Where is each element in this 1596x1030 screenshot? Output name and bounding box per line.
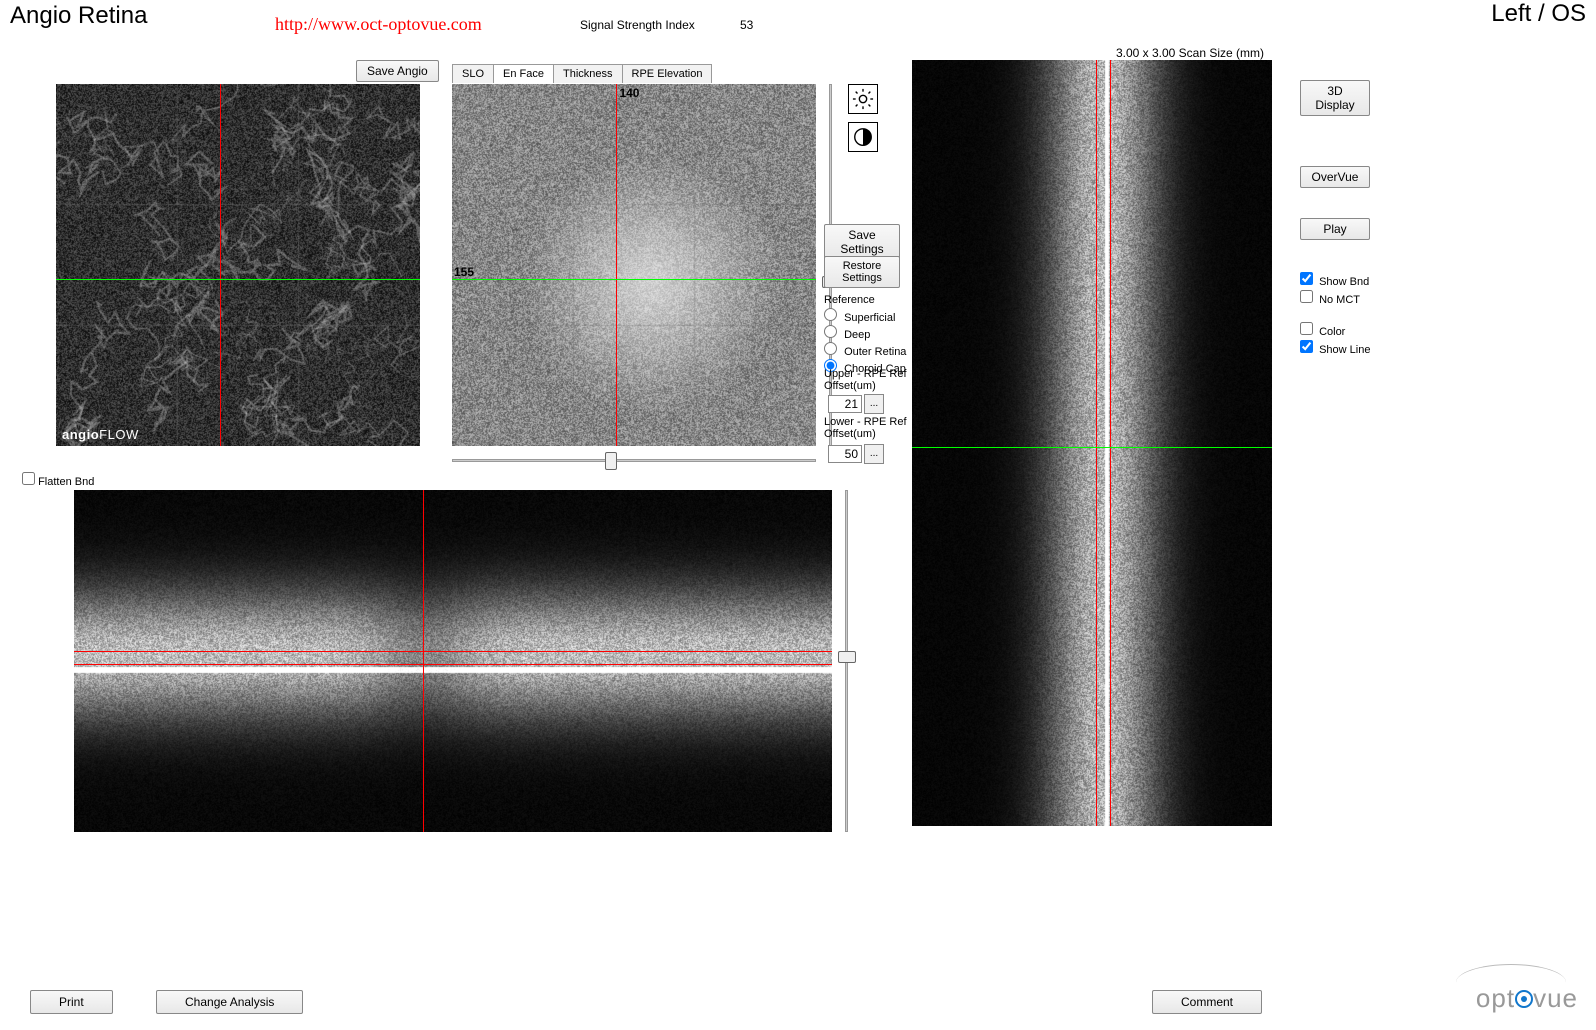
vertical-scan-vline-2: [1110, 60, 1111, 826]
angio-flow-watermark: angioFLOW: [62, 427, 139, 442]
enface-top-value: 140: [619, 86, 639, 100]
reference-group: Reference Superficial Deep Outer Retina …: [824, 294, 924, 376]
vertical-scan-hline: [912, 447, 1272, 448]
angio-flow-image[interactable]: angioFLOW: [56, 84, 420, 446]
lower-offset-input[interactable]: [828, 445, 862, 463]
no-mct-checkbox[interactable]: [1300, 290, 1313, 303]
upper-offset-row: ...: [828, 394, 884, 414]
cross-section-slider[interactable]: [838, 490, 856, 832]
angio-crosshair-horizontal: [56, 279, 420, 280]
enface-left-value: 155: [454, 265, 474, 279]
overvue-button[interactable]: OverVue: [1300, 166, 1370, 188]
cross-section-vline: [423, 490, 424, 832]
page-title: Angio Retina: [10, 2, 147, 30]
angio-crosshair-vertical: [220, 84, 221, 446]
play-button[interactable]: Play: [1300, 218, 1370, 240]
enface-image[interactable]: 140 155: [452, 84, 816, 446]
cross-section-image[interactable]: [74, 490, 832, 832]
reference-option-deep[interactable]: Deep: [824, 325, 924, 341]
enface-crosshair-vertical: [616, 84, 617, 446]
color-row[interactable]: Color: [1300, 322, 1390, 338]
3d-display-button[interactable]: 3D Display: [1300, 80, 1370, 116]
upper-offset-label: Upper - RPE Ref Offset(um): [824, 368, 914, 392]
optovue-logo: optvue: [1476, 983, 1578, 1014]
contrast-icon[interactable]: [848, 122, 878, 152]
lower-offset-more-button[interactable]: ...: [864, 444, 884, 464]
ssi-value: 53: [740, 18, 753, 32]
vertical-scan-vline-1: [1096, 60, 1097, 826]
logo-arc: [1456, 964, 1566, 984]
upper-offset-more-button[interactable]: ...: [864, 394, 884, 414]
show-line-checkbox[interactable]: [1300, 340, 1313, 353]
reference-option-superficial[interactable]: Superficial: [824, 308, 924, 324]
header-bar: Angio Retina http://www.oct-optovue.com …: [0, 0, 1596, 38]
url-overlay: http://www.oct-optovue.com: [275, 14, 482, 35]
comment-button[interactable]: Comment: [1152, 990, 1262, 1014]
eye-side-label: Left / OS: [1491, 0, 1586, 28]
change-analysis-button[interactable]: Change Analysis: [156, 990, 303, 1014]
vertical-scan-image[interactable]: [912, 60, 1272, 826]
enface-tab-bar: SLO En Face Thickness RPE Elevation: [452, 64, 816, 83]
upper-offset-input[interactable]: [828, 395, 862, 413]
reference-title: Reference: [824, 294, 924, 306]
footer-bar: Print Change Analysis Comment optvue: [0, 990, 1596, 1020]
show-line-row[interactable]: Show Line: [1300, 340, 1390, 356]
save-settings-button[interactable]: Save Settings: [824, 224, 900, 260]
restore-settings-button[interactable]: Restore Settings: [824, 256, 900, 288]
logo-eye-icon: [1515, 990, 1533, 1008]
tab-thickness[interactable]: Thickness: [553, 64, 623, 83]
enface-slider-horizontal[interactable]: [452, 452, 816, 470]
ssi-label: Signal Strength Index: [580, 18, 695, 32]
lower-offset-row: ...: [828, 444, 884, 464]
enface-crosshair-horizontal: [452, 279, 816, 280]
cross-section-hline-lower: [74, 664, 832, 665]
brightness-icon[interactable]: [848, 84, 878, 114]
lower-offset-label: Lower - RPE Ref Offset(um): [824, 416, 914, 440]
cross-section-hline-upper: [74, 651, 832, 652]
tab-enface[interactable]: En Face: [493, 64, 554, 83]
scan-size-label: 3.00 x 3.00 Scan Size (mm): [1116, 46, 1264, 60]
print-button[interactable]: Print: [30, 990, 113, 1014]
tab-rpe-elevation[interactable]: RPE Elevation: [622, 64, 713, 83]
reference-option-outer-retina[interactable]: Outer Retina: [824, 342, 924, 358]
save-angio-button[interactable]: Save Angio: [356, 60, 439, 82]
show-bnd-checkbox[interactable]: [1300, 272, 1313, 285]
show-bnd-row[interactable]: Show Bnd: [1300, 272, 1390, 288]
tab-slo[interactable]: SLO: [452, 64, 494, 83]
right-controls-panel: 3D Display OverVue Play Show Bnd No MCT …: [1300, 80, 1390, 358]
flatten-bnd-checkbox[interactable]: [22, 472, 35, 485]
flatten-bnd-row[interactable]: Flatten Bnd: [22, 472, 94, 488]
color-checkbox[interactable]: [1300, 322, 1313, 335]
no-mct-row[interactable]: No MCT: [1300, 290, 1390, 306]
